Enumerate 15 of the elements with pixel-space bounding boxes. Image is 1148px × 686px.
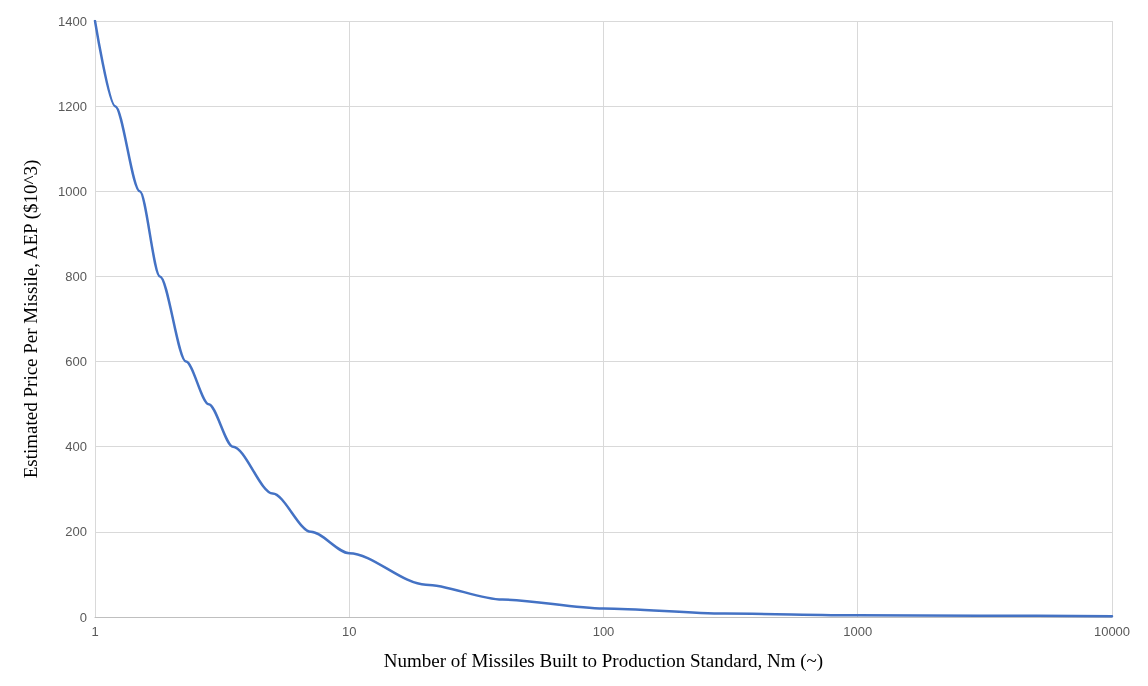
y-tick-label: 200	[65, 524, 87, 540]
x-tick-label: 100	[592, 624, 615, 639]
y-tick-label: 0	[79, 609, 87, 625]
y-tick-label: 600	[65, 354, 87, 370]
y-tick-label: 1200	[58, 98, 87, 114]
x-tick-label: 10000	[1093, 624, 1131, 639]
x-axis-title: Number of Missiles Built to Production Standard, Nm (~)	[383, 650, 824, 672]
x-tick-label: 1	[91, 624, 99, 639]
y-tick-label: 1400	[58, 13, 87, 29]
x-tick-label: 10	[342, 624, 357, 639]
y-axis-title: Estimated Price Per Missile, AEP ($10^3)	[20, 159, 42, 479]
y-tick-label: 1000	[58, 183, 87, 199]
x-tick-label: 1000	[843, 624, 873, 639]
y-tick-label: 800	[65, 268, 87, 284]
y-tick-label: 400	[65, 439, 87, 455]
